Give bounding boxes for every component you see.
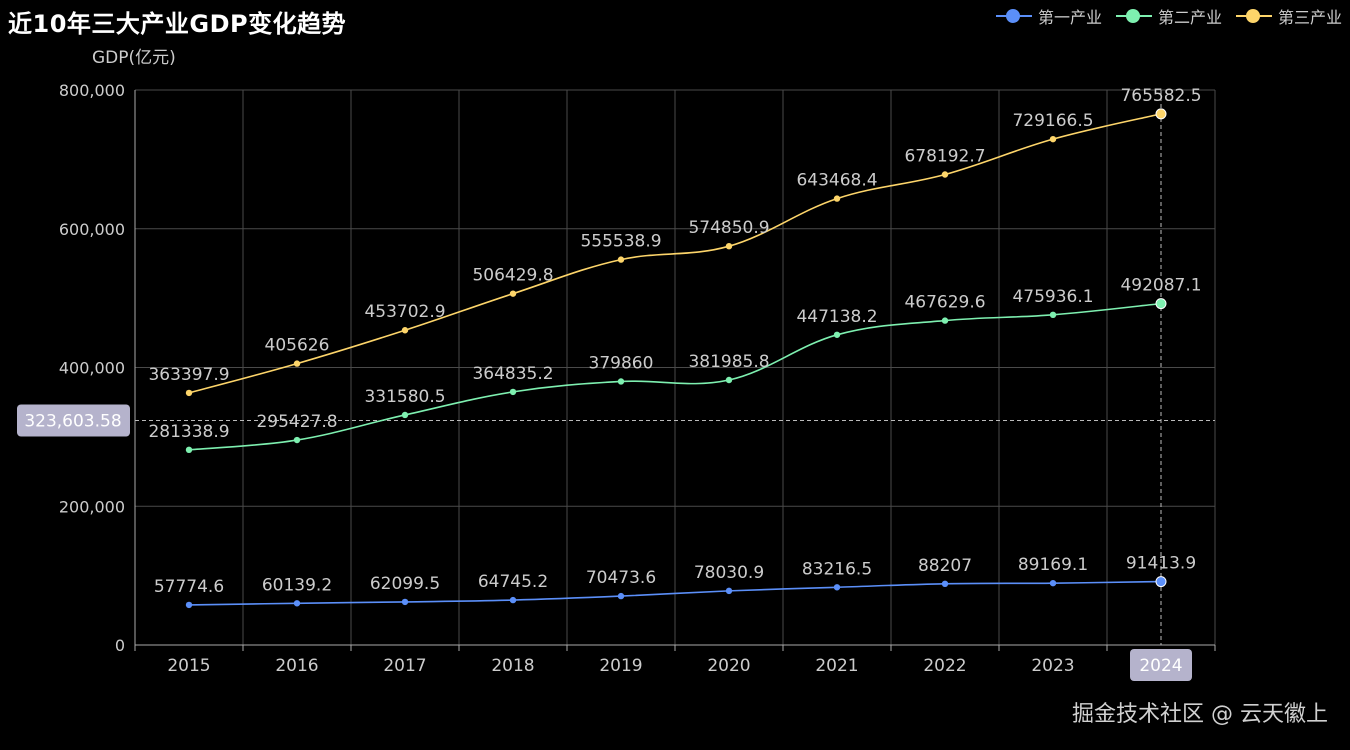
data-point <box>401 411 409 419</box>
data-point <box>833 331 841 338</box>
data-label: 331580.5 <box>364 387 445 407</box>
data-point <box>617 256 625 263</box>
data-label: 506429.8 <box>472 266 553 286</box>
y-tick-label: 400,000 <box>59 359 125 378</box>
data-point <box>1049 311 1057 319</box>
data-point <box>941 171 949 178</box>
data-point <box>509 388 517 396</box>
data-label: 729166.5 <box>1012 111 1093 131</box>
data-label: 60139.2 <box>262 575 332 595</box>
data-label: 467629.6 <box>904 293 985 313</box>
series-line <box>188 580 1162 606</box>
x-tick-label: 2019 <box>599 656 642 676</box>
legend-swatch-icon <box>995 8 1032 24</box>
data-label: 364835.2 <box>472 364 553 384</box>
data-label: 89169.1 <box>1018 555 1088 575</box>
pointer-y-badge <box>17 404 130 437</box>
data-point <box>401 327 409 334</box>
data-label: 88207 <box>918 556 972 576</box>
x-tick-label: 2016 <box>275 656 318 676</box>
y-tick-label: 800,000 <box>59 81 125 100</box>
data-point <box>725 242 733 250</box>
data-point <box>617 378 625 385</box>
data-point <box>1155 298 1167 310</box>
y-axis-title: GDP(亿元) <box>92 48 176 68</box>
data-point <box>833 584 841 591</box>
data-label: 62099.5 <box>370 574 440 594</box>
data-point <box>617 592 625 600</box>
data-point <box>1049 579 1057 587</box>
data-point <box>833 195 841 202</box>
legend-item-tertiary[interactable]: 第三产业 <box>1235 4 1342 28</box>
chart-title: 近10年三大产业GDP变化趋势 <box>8 10 347 38</box>
data-point <box>293 360 301 367</box>
x-tick-label: 2015 <box>167 656 210 676</box>
x-tick-label: 2021 <box>815 656 858 676</box>
data-point <box>293 436 301 444</box>
data-point <box>509 290 517 297</box>
x-tick-label: 2018 <box>491 656 534 676</box>
data-label: 91413.9 <box>1126 554 1196 574</box>
series-line <box>188 113 1162 394</box>
data-point <box>1155 576 1167 588</box>
data-point <box>185 389 193 397</box>
legend-item-primary[interactable]: 第一产业 <box>995 4 1102 28</box>
data-point <box>185 601 193 609</box>
data-label: 281338.9 <box>148 422 229 442</box>
data-label: 475936.1 <box>1012 287 1093 307</box>
data-label: 70473.6 <box>586 568 656 588</box>
data-label: 57774.6 <box>154 577 224 597</box>
data-label: 78030.9 <box>694 563 764 583</box>
watermark: 掘金技术社区 @ 云天徽上 <box>1072 702 1328 727</box>
data-point <box>1155 108 1167 120</box>
data-label: 643468.4 <box>796 171 877 191</box>
data-point <box>401 598 409 606</box>
x-tick-label: 2020 <box>707 656 750 676</box>
data-point <box>509 596 517 604</box>
data-label: 83216.5 <box>802 559 872 579</box>
data-point <box>725 587 733 595</box>
legend-label: 第一产业 <box>1037 8 1102 27</box>
legend-label: 第二产业 <box>1157 8 1222 27</box>
data-label: 379860 <box>589 353 654 373</box>
data-label: 405626 <box>265 336 330 356</box>
data-label: 492087.1 <box>1120 276 1201 296</box>
data-point <box>941 580 949 588</box>
x-tick-label: 2023 <box>1031 656 1074 676</box>
legend-label: 第三产业 <box>1277 8 1342 27</box>
legend: 第一产业 第二产业 第三产业 <box>995 4 1342 28</box>
data-label: 64745.2 <box>478 572 548 592</box>
pointer-y-label: 323,603.58 <box>24 412 121 432</box>
y-tick-label: 200,000 <box>59 497 125 516</box>
data-label: 447138.2 <box>796 307 877 327</box>
x-tick-label: 2024 <box>1139 656 1182 676</box>
x-tick-label: 2022 <box>923 656 966 676</box>
data-label: 555538.9 <box>580 232 661 252</box>
data-label: 295427.8 <box>256 412 337 432</box>
y-tick-label: 600,000 <box>59 220 125 239</box>
data-label: 363397.9 <box>148 365 229 385</box>
legend-item-secondary[interactable]: 第二产业 <box>1115 4 1222 28</box>
data-label: 765582.5 <box>1120 86 1201 106</box>
data-label: 574850.9 <box>688 218 769 238</box>
data-label: 381985.8 <box>688 352 769 372</box>
data-point <box>293 600 301 607</box>
data-label: 453702.9 <box>364 302 445 322</box>
data-point <box>941 317 949 324</box>
legend-swatch-icon <box>1235 8 1272 24</box>
pointer-x-badge <box>1130 649 1192 681</box>
x-tick-label: 2017 <box>383 656 426 676</box>
data-point <box>1049 135 1057 143</box>
y-tick-label: 0 <box>115 636 125 655</box>
data-point <box>185 446 193 454</box>
data-label: 678192.7 <box>904 147 985 167</box>
data-point <box>725 376 733 384</box>
legend-swatch-icon <box>1115 8 1152 24</box>
series-line <box>188 302 1162 451</box>
